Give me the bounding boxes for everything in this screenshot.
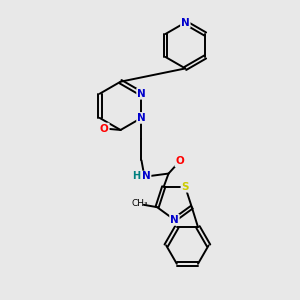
Text: CH₃: CH₃ — [132, 199, 148, 208]
Text: N: N — [137, 89, 146, 99]
Text: H: H — [132, 172, 140, 182]
Text: N: N — [170, 215, 179, 225]
Text: N: N — [137, 113, 146, 123]
Text: N: N — [181, 17, 190, 28]
Text: N: N — [142, 172, 151, 182]
Text: O: O — [100, 124, 109, 134]
Text: O: O — [176, 156, 184, 166]
Text: S: S — [182, 182, 189, 192]
